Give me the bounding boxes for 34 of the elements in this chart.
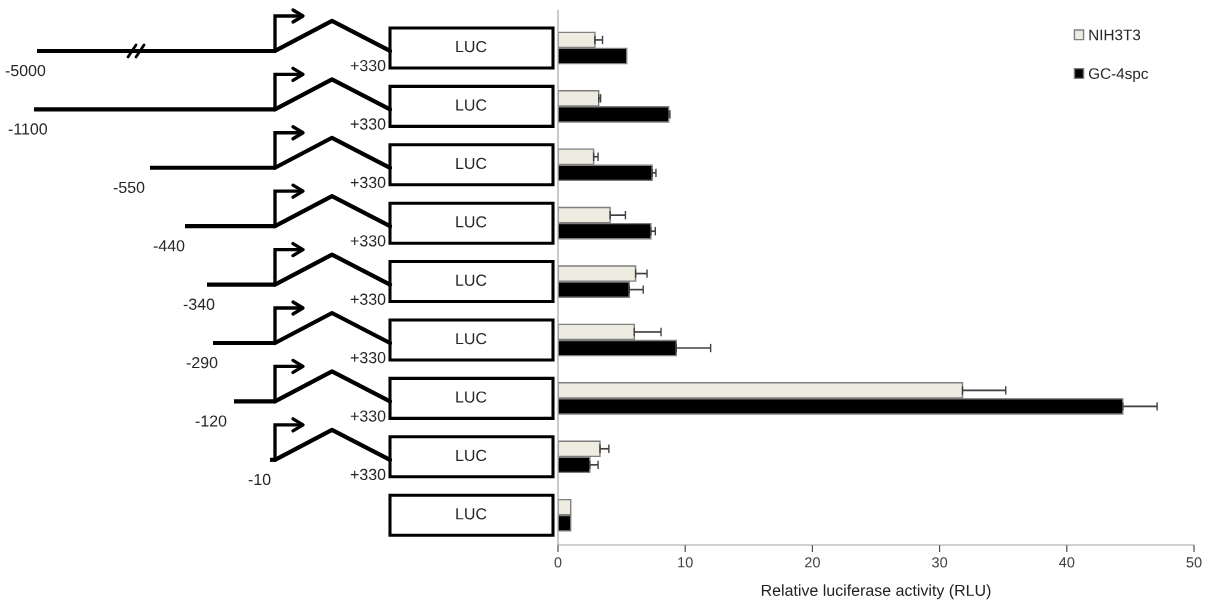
text: +330: [350, 118, 386, 130]
text: -1100: [8, 123, 48, 135]
text: LUC: [456, 508, 487, 520]
text: LUC: [456, 391, 487, 403]
text: LUC: [456, 99, 487, 111]
text: LUC: [456, 216, 487, 228]
legend-label: GC-4spc: [1088, 68, 1149, 83]
text: LUC: [456, 40, 487, 53]
text: +330: [350, 351, 386, 364]
x-tick-label: 50: [1186, 557, 1202, 568]
text: -10: [248, 473, 271, 486]
text: LUC: [456, 449, 487, 462]
text: -5000: [5, 64, 46, 77]
x-tick-label: 0: [554, 557, 562, 568]
text: -550: [113, 181, 145, 194]
x-tick-label: 20: [805, 557, 820, 568]
x-tick-label: 30: [932, 557, 948, 568]
legend-label: NIH3T3: [1089, 29, 1141, 41]
x-axis-title: Relative luciferase activity (RLU): [761, 584, 991, 600]
text: -120: [195, 415, 227, 427]
text: -340: [183, 298, 215, 310]
text: +330: [350, 293, 386, 305]
text: +330: [350, 59, 386, 72]
text: +330: [350, 410, 386, 422]
text: LUC: [456, 274, 487, 286]
text: LUC: [456, 157, 487, 170]
text: +330: [350, 176, 386, 189]
text: LUC: [456, 332, 487, 345]
text: -290: [186, 356, 218, 369]
x-tick-label: 40: [1059, 557, 1075, 568]
text: +330: [350, 468, 386, 481]
text: -440: [153, 240, 185, 252]
x-tick-label: 10: [678, 557, 693, 568]
text: +330: [350, 235, 386, 247]
